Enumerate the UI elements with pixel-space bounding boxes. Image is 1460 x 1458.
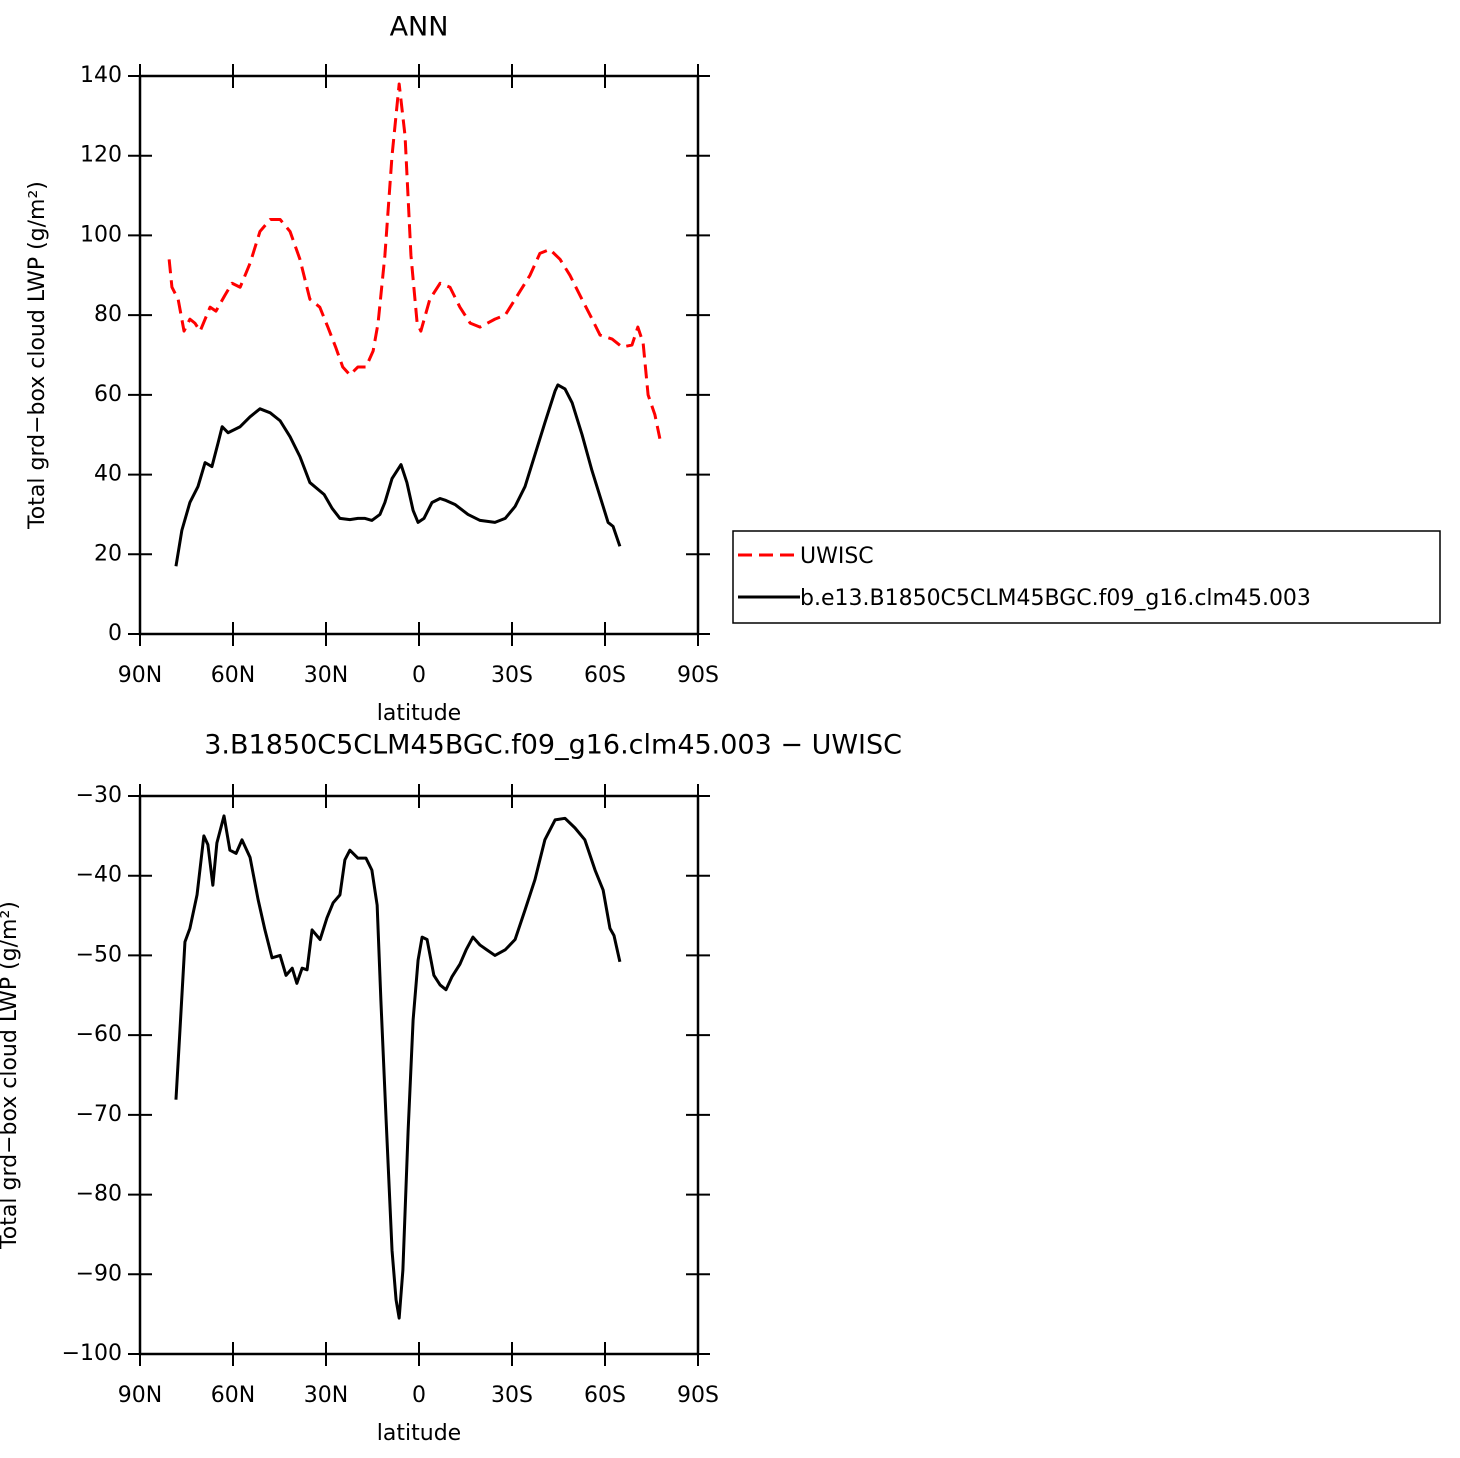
x-tick-label: 60S (584, 1383, 626, 1408)
data-line (174, 383, 622, 567)
y-tick-label: 60 (94, 382, 122, 407)
y-tick-label: 0 (108, 621, 122, 646)
y-tick-label: −50 (76, 942, 122, 967)
y-tick-label: 100 (80, 222, 122, 247)
legend-label: b.e13.B1850C5CLM45BGC.f09_g16.clm45.003 (800, 586, 1311, 611)
y-tick-label: 120 (80, 143, 122, 168)
plot-frame (138, 794, 700, 1356)
x-axis-label: latitude (377, 701, 461, 726)
x-tick-label: 90N (118, 663, 162, 688)
x-tick-label: 0 (412, 1383, 426, 1408)
data-line (174, 814, 622, 1320)
data-line (167, 82, 662, 440)
y-axis-label: Total grd−box cloud LWP (g/m²) (25, 181, 50, 530)
y-axis-label: Total grd−box cloud LWP (g/m²) (0, 901, 22, 1250)
y-tick-label: 40 (94, 462, 122, 487)
y-tick-label: 80 (94, 302, 122, 327)
y-tick-label: −40 (76, 863, 122, 888)
chart-title: ANN (390, 12, 449, 43)
y-tick-label: −60 (76, 1022, 122, 1047)
x-tick-label: 60N (211, 1383, 255, 1408)
x-tick-label: 90S (677, 663, 719, 688)
chart-title: 3.B1850C5CLM45BGC.f09_g16.clm45.003 − UW… (204, 730, 902, 761)
x-axis-label: latitude (377, 1421, 461, 1446)
x-tick-label: 30S (491, 663, 533, 688)
y-tick-label: −80 (76, 1182, 122, 1207)
x-tick-label: 30S (491, 1383, 533, 1408)
x-tick-label: 30N (304, 1383, 348, 1408)
y-tick-label: 20 (94, 541, 122, 566)
y-tick-label: −100 (62, 1341, 122, 1366)
x-tick-label: 60N (211, 663, 255, 688)
x-tick-label: 0 (412, 663, 426, 688)
y-tick-label: −30 (76, 783, 122, 808)
y-tick-label: 140 (80, 63, 122, 88)
x-tick-label: 90S (677, 1383, 719, 1408)
x-tick-label: 90N (118, 1383, 162, 1408)
legend-box (732, 530, 1441, 624)
legend-label: UWISC (800, 544, 874, 569)
y-tick-label: −70 (76, 1102, 122, 1127)
x-tick-label: 30N (304, 663, 348, 688)
y-tick-label: −90 (76, 1261, 122, 1286)
x-tick-label: 60S (584, 663, 626, 688)
plot-frame (138, 74, 700, 636)
